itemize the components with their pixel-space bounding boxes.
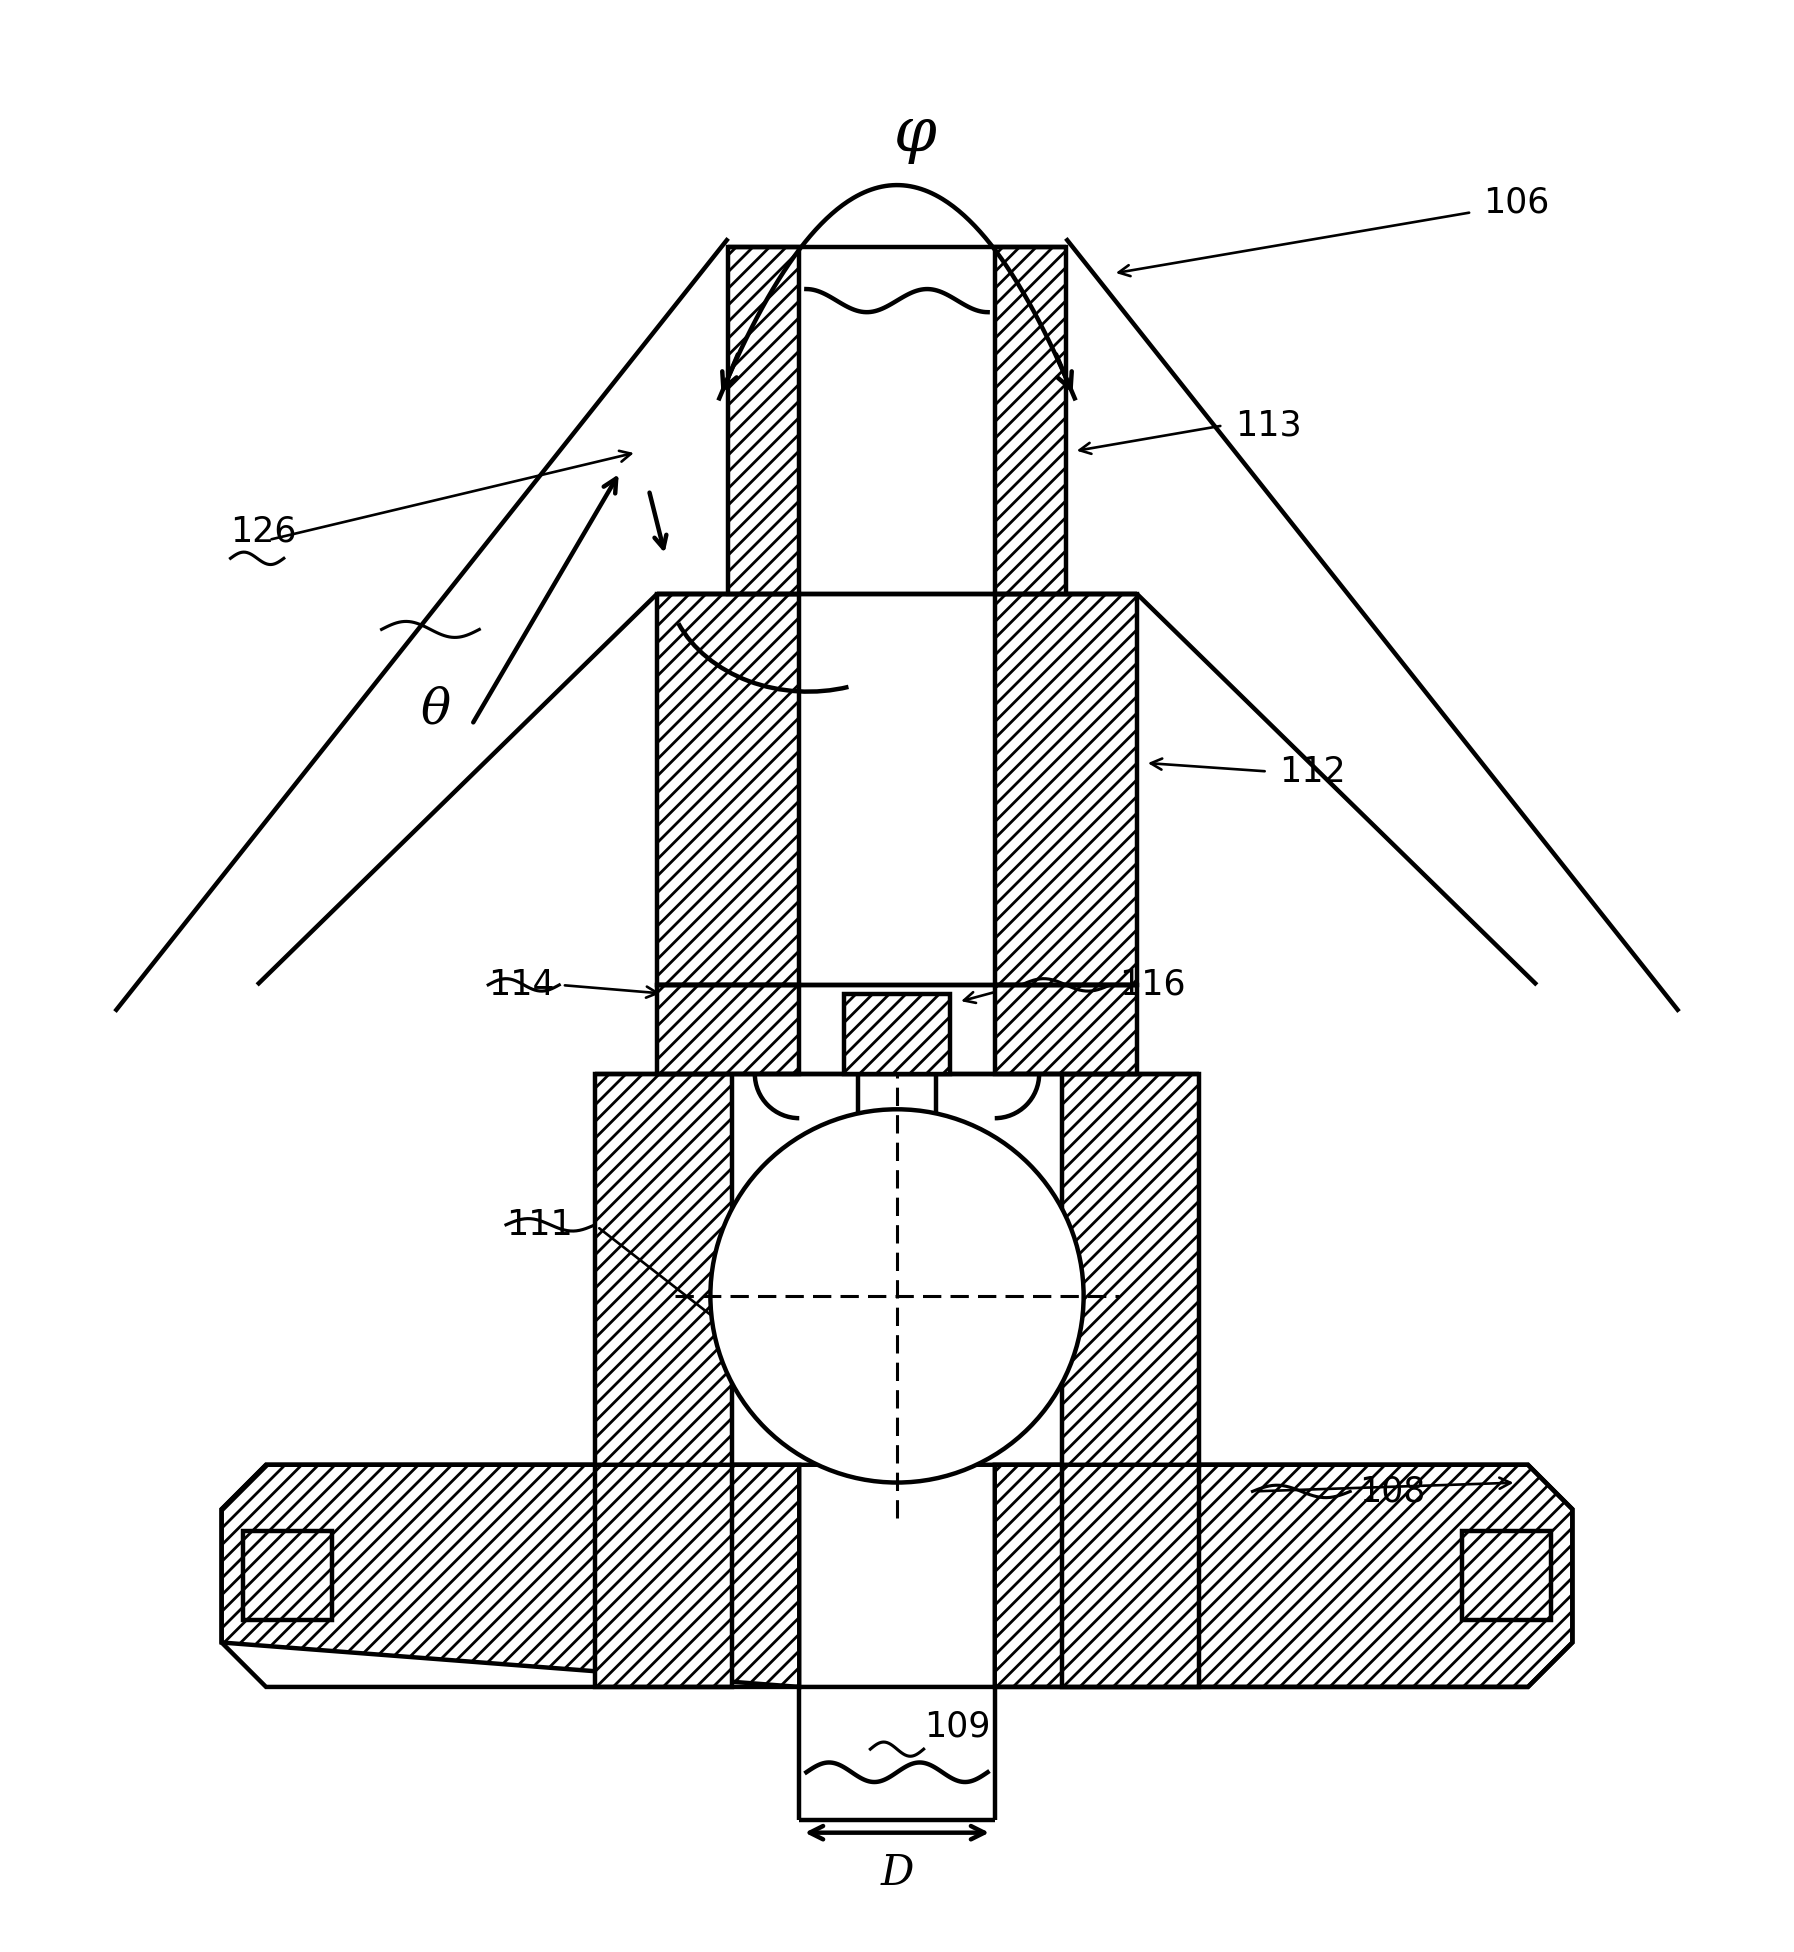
Polygon shape — [1462, 1532, 1552, 1620]
Text: 109: 109 — [924, 1710, 990, 1743]
Text: 116: 116 — [1119, 968, 1186, 1001]
Polygon shape — [222, 1464, 800, 1687]
Text: 106: 106 — [1484, 185, 1550, 221]
Text: θ: θ — [420, 685, 450, 734]
Circle shape — [710, 1109, 1084, 1482]
Polygon shape — [994, 1464, 1572, 1687]
Text: 112: 112 — [1279, 755, 1346, 789]
Polygon shape — [657, 593, 800, 986]
Text: 113: 113 — [1234, 408, 1301, 441]
Text: D: D — [881, 1852, 913, 1893]
Polygon shape — [657, 986, 800, 1074]
Polygon shape — [728, 248, 800, 593]
Polygon shape — [1062, 1074, 1198, 1687]
Polygon shape — [994, 248, 1066, 593]
Polygon shape — [242, 1532, 332, 1620]
Text: 111: 111 — [506, 1208, 572, 1241]
Text: φ: φ — [893, 103, 936, 164]
Text: 126: 126 — [230, 515, 298, 549]
Polygon shape — [596, 1074, 732, 1687]
Text: 108: 108 — [1360, 1474, 1426, 1509]
Polygon shape — [843, 994, 951, 1074]
Polygon shape — [994, 986, 1137, 1074]
Text: 114: 114 — [488, 968, 554, 1001]
Polygon shape — [994, 593, 1137, 986]
